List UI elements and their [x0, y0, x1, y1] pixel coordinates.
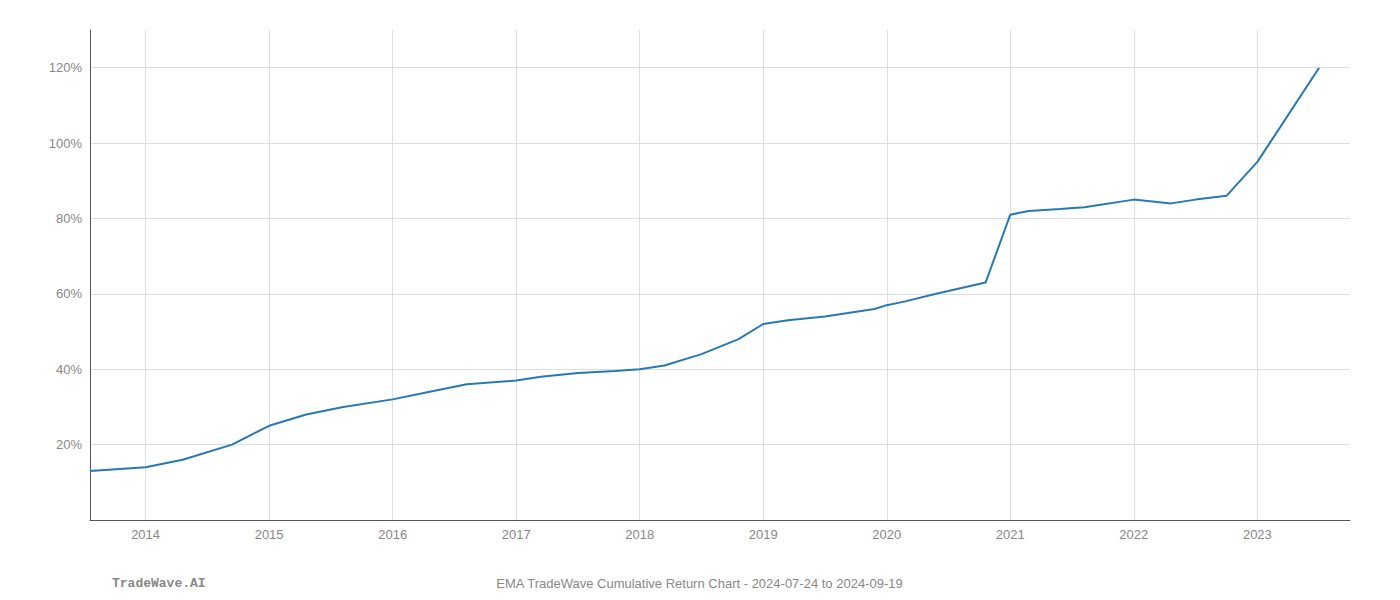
svg-text:2021: 2021 — [996, 527, 1025, 542]
svg-text:2023: 2023 — [1243, 527, 1272, 542]
svg-text:120%: 120% — [49, 60, 83, 75]
svg-text:40%: 40% — [56, 362, 82, 377]
svg-text:2015: 2015 — [255, 527, 284, 542]
svg-text:2019: 2019 — [749, 527, 778, 542]
svg-text:2022: 2022 — [1119, 527, 1148, 542]
svg-text:2018: 2018 — [625, 527, 654, 542]
svg-text:80%: 80% — [56, 211, 82, 226]
svg-text:TradeWave.AI: TradeWave.AI — [112, 576, 206, 591]
svg-text:20%: 20% — [56, 437, 82, 452]
svg-text:2014: 2014 — [131, 527, 160, 542]
svg-text:2016: 2016 — [378, 527, 407, 542]
svg-text:60%: 60% — [56, 286, 82, 301]
svg-text:100%: 100% — [49, 136, 83, 151]
svg-text:2020: 2020 — [872, 527, 901, 542]
svg-text:2017: 2017 — [502, 527, 531, 542]
svg-text:EMA TradeWave Cumulative Retur: EMA TradeWave Cumulative Return Chart - … — [496, 576, 902, 591]
